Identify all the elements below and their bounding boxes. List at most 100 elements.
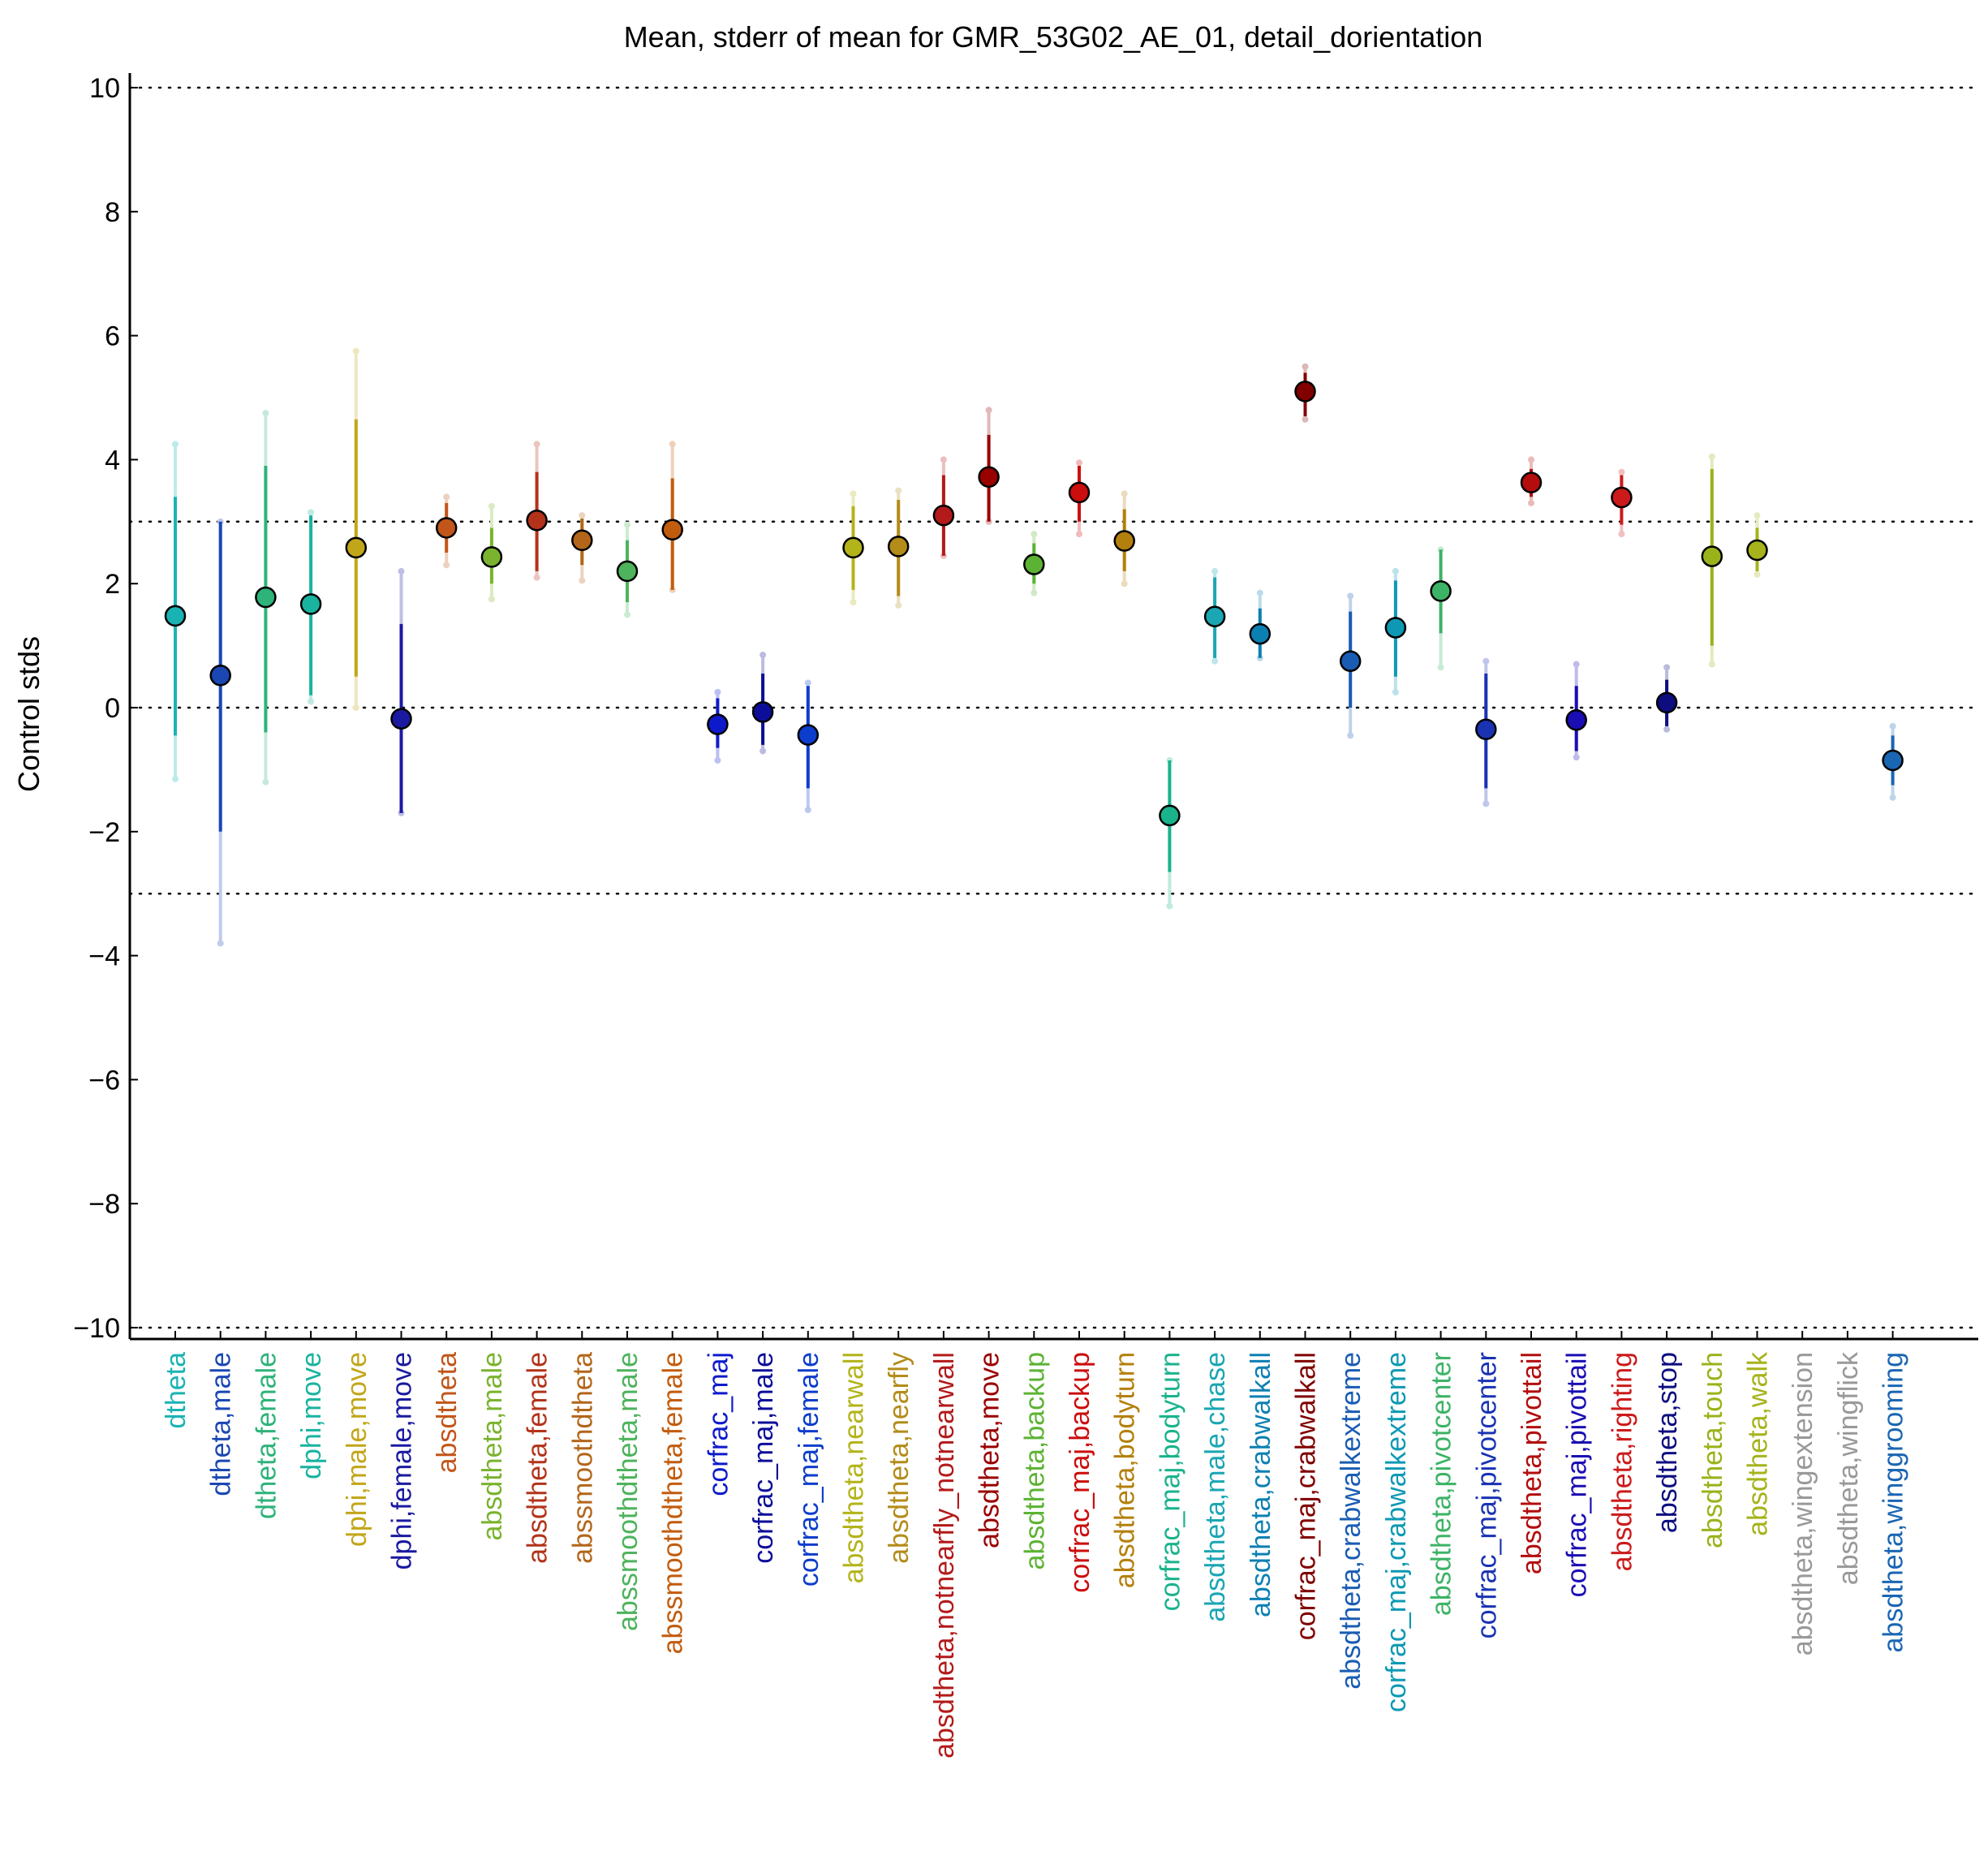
mean-marker [390, 708, 412, 730]
mean-marker [1113, 530, 1135, 552]
error-bar-outer-cap [1076, 531, 1082, 538]
mean-marker [480, 546, 503, 568]
error-bar-outer-cap [579, 512, 586, 519]
mean-marker [1701, 545, 1723, 567]
x-category-label: dtheta,female [251, 1352, 282, 1519]
x-category-label: absdtheta,walk [1743, 1351, 1774, 1536]
mean-marker [1746, 539, 1768, 562]
y-axis-ticks: 10 8 6 4 2 0 −2 −4 −6 −8 −10 [73, 73, 1894, 1344]
y-tick-label: −4 [88, 941, 120, 972]
chart-title: Mean, stderr of mean for GMR_53G02_AE_01… [624, 20, 1483, 54]
error-bar-outer-cap [308, 698, 315, 705]
error-bar-outer-cap [804, 807, 811, 814]
error-bar-outer-cap [1482, 657, 1490, 665]
error-bar-outer-cap [1347, 592, 1354, 600]
mean-marker [978, 466, 1000, 489]
error-bar-outer-cap [1618, 531, 1625, 538]
error-bar-outer-cap [1889, 722, 1896, 730]
mean-marker [299, 593, 322, 615]
x-category-label: corfrac_maj,pivotcenter [1471, 1352, 1502, 1638]
x-category-label: absdtheta,notnearfly_notnearwall [929, 1352, 960, 1759]
error-bar-outer-cap [1302, 415, 1309, 423]
x-category-label: absdtheta,female [523, 1352, 553, 1564]
mean-marker [1339, 650, 1362, 672]
error-bar-outer-cap [217, 940, 224, 947]
mean-marker [1655, 691, 1678, 714]
error-bar-outer-cap [488, 596, 495, 603]
mean-marker [1384, 617, 1407, 639]
error-bar-outer-cap [352, 347, 359, 355]
x-axis-category-labels: dtheta dtheta,male dtheta,female dphi,move d… [161, 1351, 1909, 1759]
error-bar-outer-cap [1392, 567, 1399, 575]
error-bar-outer-cap [1618, 468, 1625, 476]
mean-marker [1611, 486, 1633, 509]
x-category-label: corfrac_maj [703, 1352, 734, 1496]
error-bar-outer-cap [1211, 657, 1219, 665]
mean-marker [797, 724, 820, 746]
x-category-label: corfrac_maj,crabwalkall [1291, 1352, 1322, 1640]
y-tick-label: 2 [105, 569, 120, 600]
error-bar-outer-cap [895, 601, 902, 609]
mean-marker [1520, 471, 1543, 493]
x-category-label: absdtheta,crabwalkextreme [1336, 1352, 1366, 1690]
error-bar-outer-cap [759, 747, 767, 755]
mean-marker [887, 536, 910, 558]
x-category-label: corfrac_maj,female [794, 1352, 824, 1587]
error-bar-outer-cap [714, 756, 721, 764]
mean-marker [1159, 804, 1181, 827]
x-category-label: absdtheta,move [975, 1352, 1005, 1548]
mean-marker [932, 504, 955, 527]
error-bar-outer-cap [262, 410, 269, 417]
mean-marker [209, 665, 231, 687]
error-bar-outer-cap [443, 562, 450, 569]
error-bar-outer-cap [759, 652, 767, 659]
mean-marker [435, 517, 458, 539]
error-bar-outer-cap [533, 441, 540, 448]
y-tick-label: 6 [105, 321, 120, 352]
mean-marker [571, 529, 593, 551]
error-bar-outer-cap [398, 567, 405, 575]
error-bar-outer-cap [804, 679, 811, 687]
mean-marker [1023, 553, 1045, 575]
error-bar-outer-cap [1121, 490, 1128, 497]
x-category-label: absdtheta,winggrooming [1878, 1352, 1909, 1652]
mean-marker [842, 536, 864, 559]
error-bar-outer-cap [1889, 794, 1896, 801]
error-bar-outer-cap [352, 704, 359, 711]
mean-marker [661, 519, 683, 540]
error-bar-outer-cap [443, 493, 450, 501]
x-category-label: dtheta,male [206, 1352, 237, 1496]
mean-marker [1068, 481, 1091, 504]
x-category-label: absdtheta,pivottail [1517, 1352, 1547, 1574]
mean-marker [1249, 622, 1272, 645]
x-category-label: corfrac_maj,crabwalkextreme [1381, 1352, 1412, 1712]
x-category-label: abssmoothdtheta [567, 1352, 598, 1564]
mean-marker [751, 701, 774, 723]
mean-marker [1294, 381, 1316, 403]
y-tick-label: −2 [88, 817, 120, 848]
error-bar-outer-cap [714, 688, 721, 695]
x-category-label: absdtheta [432, 1352, 463, 1473]
mean-marker [1203, 605, 1226, 627]
mean-marker [1882, 749, 1904, 772]
y-tick-label: 8 [105, 197, 120, 228]
mean-marker [164, 605, 187, 627]
error-bar-outer-cap [1573, 661, 1580, 668]
x-category-label: absdtheta,nearfly [884, 1352, 914, 1564]
error-bar-outer-cap [262, 778, 269, 786]
x-category-label: absdtheta,crabwalkall [1246, 1352, 1276, 1617]
error-bar-outer-cap [985, 407, 992, 414]
error-bar-outer-cap [1663, 664, 1671, 671]
y-tick-label: 10 [89, 73, 120, 104]
error-bar-outer-cap [1708, 453, 1715, 460]
x-category-label: absdtheta,wingflick [1833, 1351, 1864, 1585]
x-category-label: absdtheta,touch [1698, 1352, 1728, 1548]
mean-marker [707, 713, 729, 735]
x-category-label: dphi,female,move [387, 1352, 418, 1569]
error-bar-outer-cap [1347, 732, 1354, 739]
x-category-label: absdtheta,righting [1607, 1352, 1637, 1571]
x-category-label: corfrac_maj,backup [1065, 1352, 1095, 1593]
x-category-label: absdtheta,backup [1019, 1352, 1050, 1569]
error-bar-outer-cap [850, 490, 857, 497]
